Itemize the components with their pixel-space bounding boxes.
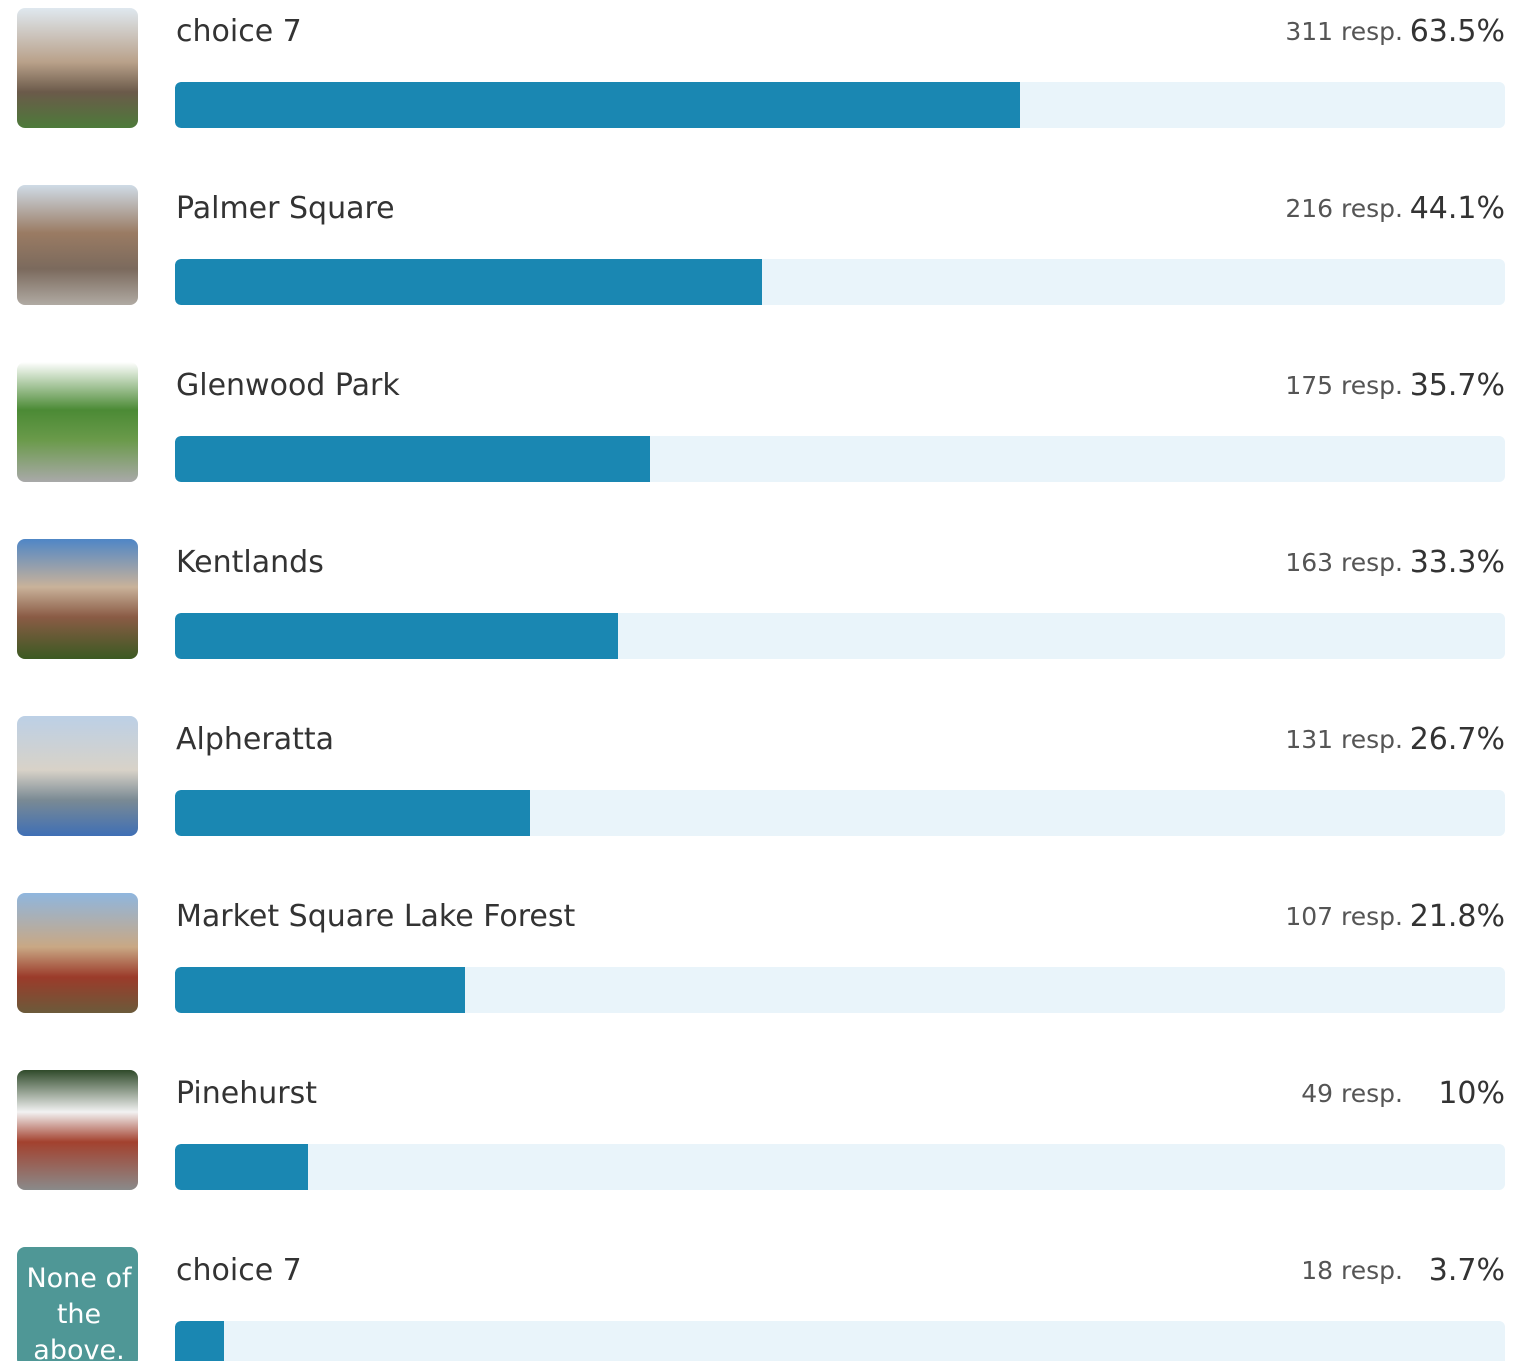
thumbnail [17,362,138,482]
bar-track [175,1321,1505,1361]
percent-label: 21.8% [1409,899,1505,934]
percent-label: 63.5% [1409,14,1505,49]
result-row: choice 7 311 resp. 63.5% [0,8,1515,185]
percent-label: 3.7% [1428,1253,1505,1288]
option-label: Glenwood Park [176,368,400,403]
bar-track [175,967,1505,1013]
thumbnail [17,716,138,836]
response-count: 18 resp. [1301,1256,1403,1285]
result-row: Palmer Square 216 resp. 44.1% [0,185,1515,362]
result-row: Market Square Lake Forest 107 resp. 21.8% [0,893,1515,1070]
percent-label: 33.3% [1409,545,1505,580]
percent-bar [175,259,762,305]
thumbnail [17,539,138,659]
percent-bar [175,613,618,659]
thumbnail [17,1070,138,1190]
thumbnail [17,8,138,128]
result-row: Alpheratta 131 resp. 26.7% [0,716,1515,893]
response-count: 163 resp. [1285,548,1403,577]
thumbnail-text: None of the above. [26,1263,132,1361]
bar-track [175,82,1505,128]
thumbnail: None of the above. [17,1247,138,1361]
thumbnail [17,893,138,1013]
response-count: 311 resp. [1285,17,1403,46]
percent-bar [175,967,465,1013]
bar-track [175,259,1505,305]
result-row: Glenwood Park 175 resp. 35.7% [0,362,1515,539]
option-label: Market Square Lake Forest [176,899,576,934]
percent-bar [175,82,1020,128]
thumbnail [17,185,138,305]
option-label: Kentlands [176,545,324,580]
percent-bar [175,1321,225,1361]
result-row: Kentlands 163 resp. 33.3% [0,539,1515,716]
percent-bar [175,790,531,836]
bar-track [175,613,1505,659]
option-label: choice 7 [176,14,302,49]
response-count: 49 resp. [1301,1079,1403,1108]
bar-track [175,790,1505,836]
response-count: 216 resp. [1285,194,1403,223]
percent-label: 44.1% [1409,191,1505,226]
response-count: 107 resp. [1285,902,1403,931]
option-label: Pinehurst [176,1076,317,1111]
option-label: Alpheratta [176,722,334,757]
option-label: choice 7 [176,1253,302,1288]
percent-bar [175,436,650,482]
response-count: 175 resp. [1285,371,1403,400]
response-count: 131 resp. [1285,725,1403,754]
result-row: Pinehurst 49 resp. 10% [0,1070,1515,1247]
option-label: Palmer Square [176,191,395,226]
percent-bar [175,1144,308,1190]
percent-label: 10% [1438,1076,1505,1111]
bar-track [175,1144,1505,1190]
result-row: None of the above. choice 7 18 resp. 3.7% [0,1247,1515,1361]
percent-label: 26.7% [1409,722,1505,757]
percent-label: 35.7% [1409,368,1505,403]
bar-track [175,436,1505,482]
